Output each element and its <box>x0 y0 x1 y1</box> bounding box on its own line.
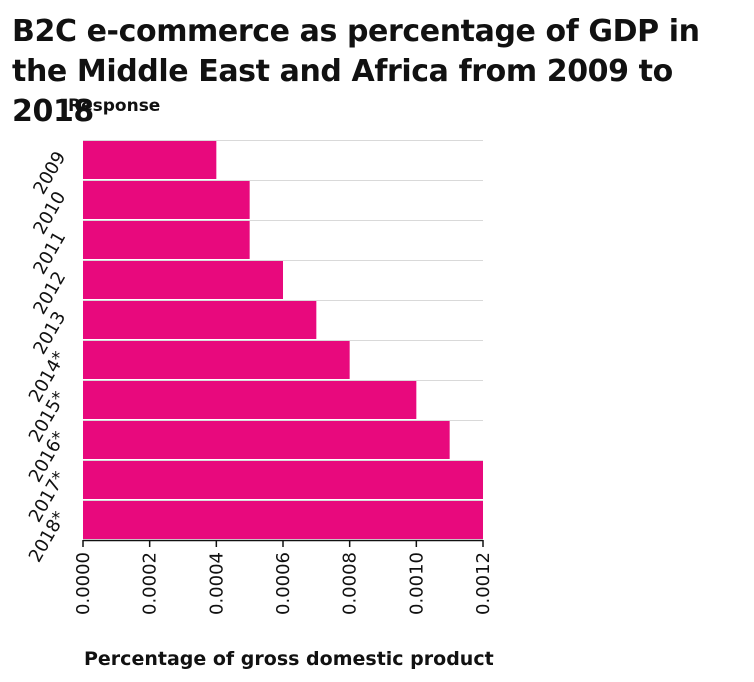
bar-2013 <box>83 301 317 339</box>
x-tick-label: 0.0012 <box>473 552 494 615</box>
bar-2009 <box>83 141 217 179</box>
x-axis-title: Percentage of gross domestic product <box>84 648 494 670</box>
bar-2014-est <box>83 341 350 379</box>
bar-2012 <box>83 261 283 299</box>
x-tick-label: 0.0004 <box>206 552 227 615</box>
x-tick-label: 0.0002 <box>140 552 161 615</box>
bars <box>83 141 483 539</box>
y-axis-title: Response <box>68 96 161 116</box>
bar-2017-est <box>83 461 483 499</box>
bar-2016-est <box>83 421 450 459</box>
axes <box>82 539 484 547</box>
x-tick-label: 0.0008 <box>340 552 361 615</box>
x-tick-label: 0.0000 <box>73 552 94 615</box>
bar-2010 <box>83 181 250 219</box>
bar-2018-est <box>83 501 483 539</box>
chart-title: B2C e-commerce as percentage of GDP in t… <box>12 14 700 129</box>
bar-2015-est <box>83 381 417 419</box>
x-tick-label: 0.0010 <box>406 552 427 615</box>
x-tick-label: 0.0006 <box>273 552 294 615</box>
bar-2011 <box>83 221 250 259</box>
